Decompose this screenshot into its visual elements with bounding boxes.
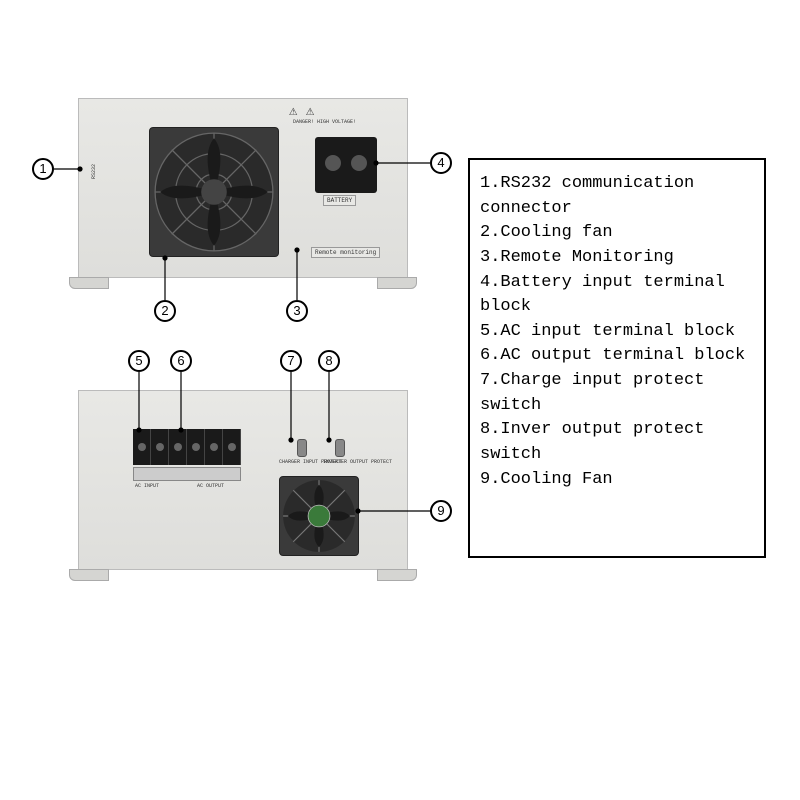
legend-item: 1.RS232 communication connector [480, 172, 754, 221]
legend-item: 8.Inver output protect switch [480, 418, 754, 467]
callout-3: 3 [286, 300, 308, 322]
legend-item: 3.Remote Monitoring [480, 246, 754, 271]
ac-input-label: AC INPUT [135, 483, 159, 489]
callout-2: 2 [154, 300, 176, 322]
ac-output-label: AC OUTPUT [197, 483, 224, 489]
legend-item: 2.Cooling fan [480, 221, 754, 246]
warning-icon: ⚠ ⚠ [289, 103, 314, 120]
charge-protect-switch [297, 439, 307, 457]
remote-monitoring-label: Remote monitoring [311, 247, 380, 258]
callout-5: 5 [128, 350, 150, 372]
rs232-label: RS232 [91, 164, 97, 179]
cooling-fan-icon [149, 127, 279, 257]
device-top-panel: ⚠ ⚠ DANGER! HIGH VOLTAGE! RS232 BA [78, 98, 408, 278]
legend-item: 5.AC input terminal block [480, 320, 754, 345]
inverter-protect-switch [335, 439, 345, 457]
legend-box: 1.RS232 communication connector 2.Coolin… [468, 158, 766, 558]
device-bottom-panel: AC INPUT AC OUTPUT CHARGER INPUT PROTECT… [78, 390, 408, 570]
mounting-foot [377, 277, 417, 289]
mounting-foot [377, 569, 417, 581]
legend-item: 4.Battery input terminal block [480, 271, 754, 320]
callout-8: 8 [318, 350, 340, 372]
mounting-foot [69, 569, 109, 581]
callout-1: 1 [32, 158, 54, 180]
legend-item: 7.Charge input protect switch [480, 369, 754, 418]
legend-item: 9.Cooling Fan [480, 468, 754, 493]
legend-item: 6.AC output terminal block [480, 344, 754, 369]
battery-terminal-block [315, 137, 377, 193]
callout-9: 9 [430, 500, 452, 522]
mounting-foot [69, 277, 109, 289]
battery-label: BATTERY [323, 195, 356, 206]
cooling-fan-icon [279, 476, 359, 556]
danger-label: DANGER! HIGH VOLTAGE! [293, 119, 356, 125]
ac-terminal-block [133, 429, 241, 465]
callout-4: 4 [430, 152, 452, 174]
terminal-strip [133, 467, 241, 481]
inverter-protect-label: INVERTER OUTPUT PROTECT [323, 459, 392, 465]
callout-7: 7 [280, 350, 302, 372]
callout-6: 6 [170, 350, 192, 372]
